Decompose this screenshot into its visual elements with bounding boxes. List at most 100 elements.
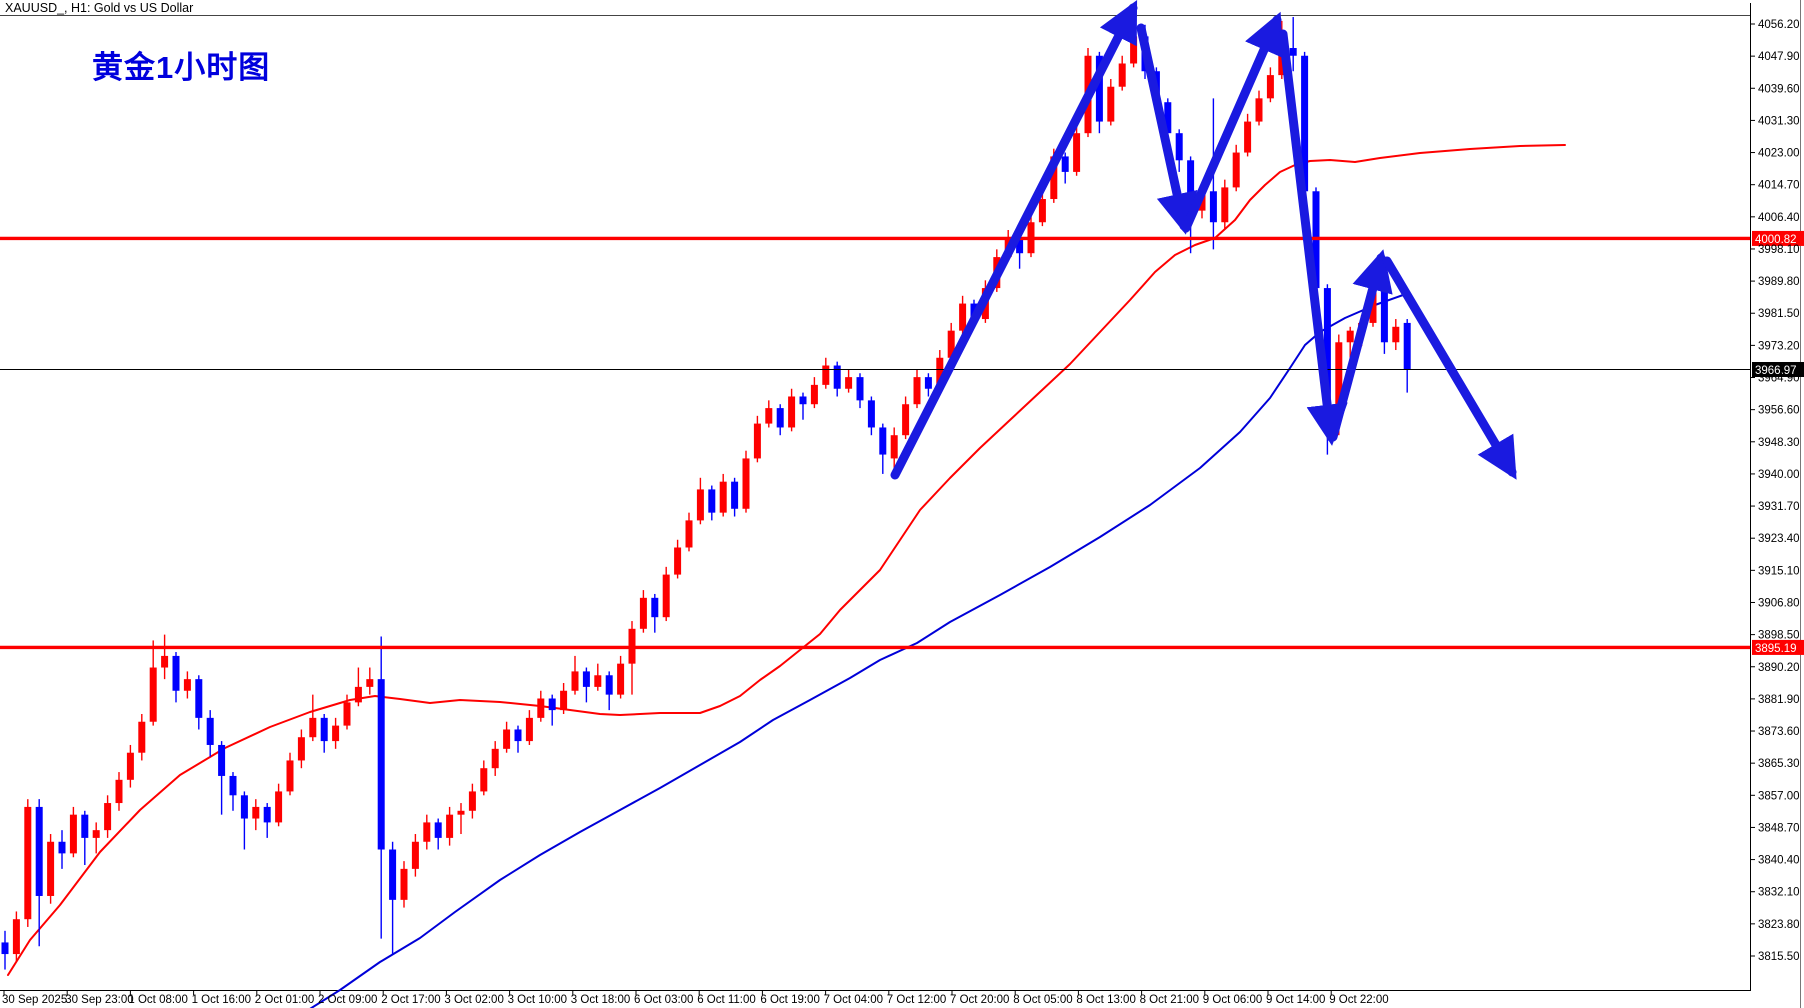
candle-body [491, 748, 499, 769]
time-axis-label: 30 Sep 2025 [2, 994, 67, 1006]
plot-right-border [1750, 3, 1751, 991]
time-axis-label: 30 Sep 23:00 [65, 994, 133, 1006]
price-axis-label: 3815.50 [1758, 951, 1800, 963]
candle-body [582, 671, 590, 687]
price-axis-label: 3973.20 [1758, 340, 1800, 352]
price-axis-label: 3948.30 [1758, 437, 1800, 449]
candle-body [1346, 330, 1354, 343]
candle-body [275, 791, 283, 823]
candle-body [1187, 160, 1195, 211]
candle-body [366, 679, 374, 687]
candle-body [1335, 342, 1343, 412]
candle-body [1061, 156, 1069, 172]
candle-body [856, 377, 864, 401]
candle-body [799, 396, 807, 405]
candle-body [138, 721, 146, 753]
trend-arrow-up-impulse-2[interactable] [1181, 11, 1283, 233]
price-axis-label: 3915.10 [1758, 565, 1800, 577]
price-axis-label: 3881.90 [1758, 694, 1800, 706]
candle-body [560, 690, 568, 711]
price-axis-label: 4023.00 [1758, 148, 1800, 160]
ma-fast-line[interactable] [7, 144, 1566, 976]
candle-body [845, 377, 853, 389]
candle-body [81, 814, 89, 838]
candle-body [685, 520, 693, 548]
price-axis-label: 4039.60 [1758, 83, 1800, 95]
price-axis-label: 3840.40 [1758, 855, 1800, 867]
window-right-edge [1800, 0, 1801, 1008]
candle-body [12, 919, 20, 955]
candle-body [742, 458, 750, 509]
candle-body [947, 330, 955, 358]
candle-body [1301, 55, 1309, 192]
candle-body [172, 655, 180, 691]
time-axis-label: 8 Oct 13:00 [1076, 994, 1135, 1006]
candle-body [457, 810, 465, 815]
candle-body [252, 806, 260, 819]
time-axis-label: 7 Oct 12:00 [887, 994, 946, 1006]
time-axis-label: 3 Oct 10:00 [508, 994, 567, 1006]
price-axis-label: 3998.10 [1758, 244, 1800, 256]
candle-body [434, 822, 442, 838]
trend-arrow-down-swing-2[interactable] [1278, 29, 1348, 446]
candle-body [1232, 152, 1240, 188]
current-price-badge [1752, 361, 1804, 377]
candle-body [1050, 156, 1058, 200]
price-axis-label: 3823.80 [1758, 919, 1800, 931]
candle-body [503, 729, 511, 749]
candle-body [1209, 191, 1217, 223]
candle-body [1289, 48, 1297, 56]
time-axis-label: 3 Oct 18:00 [571, 994, 630, 1006]
price-axis-label: 3873.60 [1758, 726, 1800, 738]
price-axis-label: 3890.20 [1758, 662, 1800, 674]
candle-body [525, 717, 533, 742]
candle-body [389, 849, 397, 900]
candle-body [936, 357, 944, 389]
trend-arrow-up-bounce[interactable] [1328, 249, 1393, 442]
candle-body [537, 698, 545, 718]
candle-body [1130, 36, 1138, 64]
candle-body [104, 803, 112, 831]
time-axis-label: 6 Oct 19:00 [760, 994, 819, 1006]
time-axis-label: 9 Oct 06:00 [1203, 994, 1262, 1006]
candle-body [662, 574, 670, 618]
candle-body [696, 489, 704, 521]
candle-body [1221, 187, 1229, 223]
trend-arrow-down-projection[interactable] [1382, 256, 1517, 480]
time-axis-label: 7 Oct 20:00 [950, 994, 1009, 1006]
ma-slow-line[interactable] [305, 294, 1404, 1008]
candle-body [1392, 326, 1400, 343]
candle-body [286, 760, 294, 792]
plot-bottom-border [0, 990, 1751, 991]
candle-body [765, 408, 773, 424]
price-axis-label: 3848.70 [1758, 822, 1800, 834]
candle-body [126, 752, 134, 780]
price-axis-label: 3832.10 [1758, 887, 1800, 899]
candle-body [92, 830, 100, 838]
trend-arrow-up-impulse-1[interactable] [890, 0, 1138, 480]
price-axis-label: 3989.80 [1758, 276, 1800, 288]
candle-body [833, 365, 841, 389]
candle-body [69, 814, 77, 854]
window-title: XAUUSD_, H1: Gold vs US Dollar [5, 1, 194, 15]
trend-arrow-down-swing-1[interactable] [1136, 23, 1198, 235]
price-axis-label: 4014.70 [1758, 180, 1800, 192]
candle-body [161, 655, 169, 668]
candle-body [1266, 75, 1274, 99]
time-axis-label: 9 Oct 22:00 [1329, 994, 1388, 1006]
candle-body [309, 717, 317, 738]
candle-body [218, 744, 226, 776]
price-axis-label: 3898.50 [1758, 630, 1800, 642]
candle-body [639, 597, 647, 629]
price-axis-label: 4047.90 [1758, 51, 1800, 63]
time-axis-label: 8 Oct 21:00 [1140, 994, 1199, 1006]
candle-body [674, 547, 682, 575]
candle-body [1095, 55, 1103, 122]
candle-body [1164, 102, 1172, 134]
candle-body [377, 679, 385, 850]
candle-body [867, 400, 875, 428]
level-price-badge [1752, 639, 1804, 655]
time-axis-label: 6 Oct 03:00 [634, 994, 693, 1006]
time-axis-label: 6 Oct 11:00 [697, 994, 756, 1006]
